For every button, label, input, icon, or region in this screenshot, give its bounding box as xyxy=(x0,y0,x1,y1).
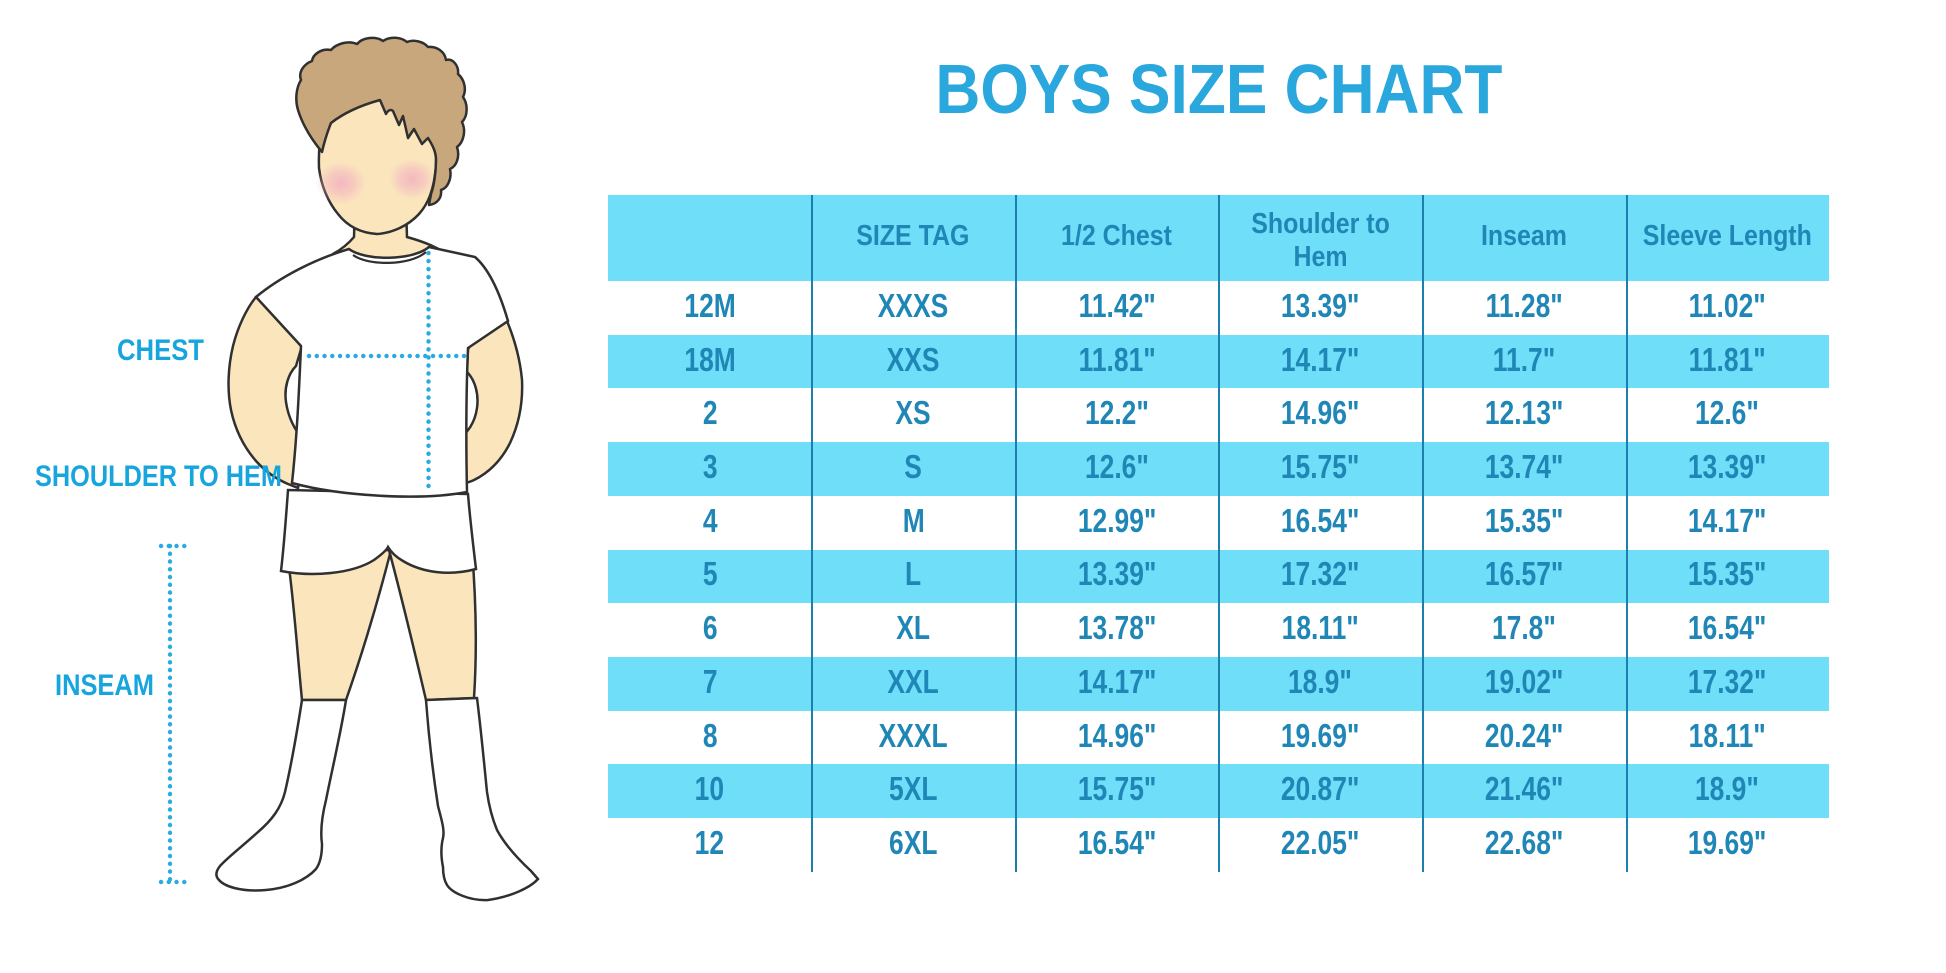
svg-text:CHEST: CHEST xyxy=(117,334,204,367)
svg-text:SHOULDER TO HEM: SHOULDER TO HEM xyxy=(35,460,282,493)
svg-text:INSEAM: INSEAM xyxy=(55,669,154,702)
